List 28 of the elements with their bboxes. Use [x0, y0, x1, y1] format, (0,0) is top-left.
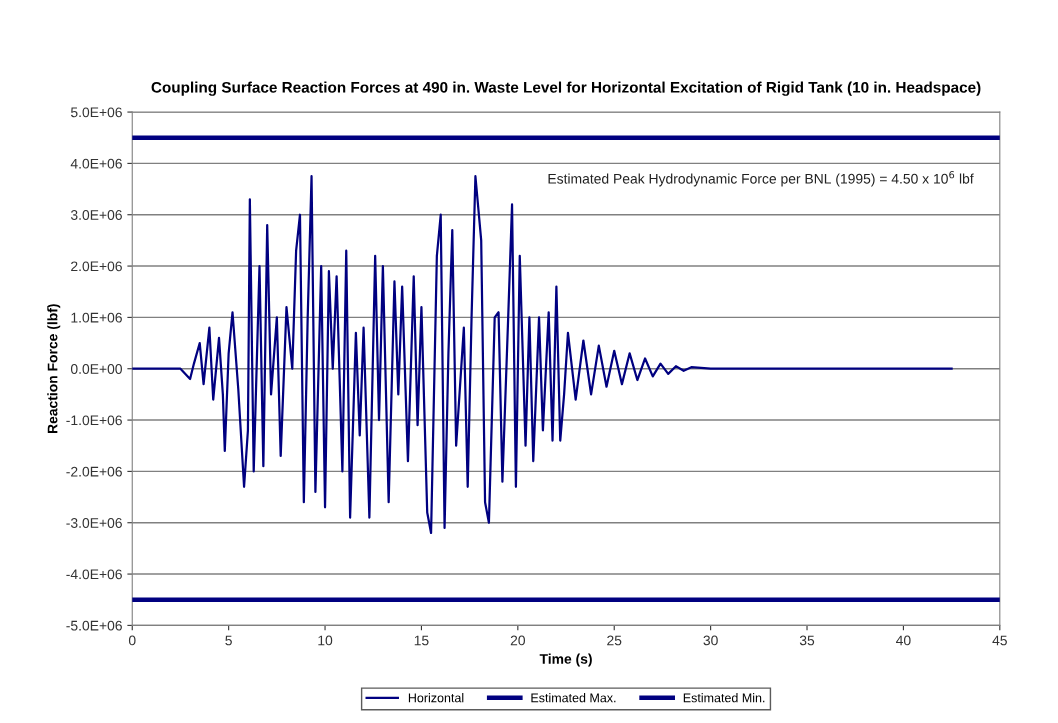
y-tick-label: 3.0E+06: [70, 210, 122, 220]
y-tick-label: 0.0E+00: [70, 364, 122, 374]
chart-title: Coupling Surface Reaction Forces at 490 in. Waste Level for Horizontal Excitation of Rigid Tank (10 in. Headspace): [151, 81, 981, 96]
legend-label: Estimated Max.: [531, 693, 616, 703]
y-tick-label: 4.0E+06: [70, 158, 122, 169]
annotation: Estimated Peak Hydrodynamic Force per BNL (1995) = 4.50 x 10$^{6}$ lbf: [548, 171, 974, 187]
x-tick-label: 20: [510, 635, 526, 646]
x-tick-label: 30: [703, 635, 718, 646]
legend-label: Estimated Min.: [683, 693, 765, 703]
y-tick-label: -4.0E+06: [66, 569, 122, 580]
y-tick-label: -1.0E+06: [66, 415, 122, 426]
y-tick-label: 1.0E+06: [71, 312, 122, 323]
y-axis-title: Reaction Force (lbf): [47, 304, 61, 433]
x-tick-label: 15: [414, 635, 429, 646]
y-tick-label: 2.0E+06: [71, 261, 122, 272]
x-axis-title: Time (s): [539, 653, 592, 667]
x-tick-label: 5: [225, 635, 232, 646]
y-tick-label: -2.0E+06: [66, 466, 122, 477]
x-tick-label: 25: [607, 635, 622, 646]
x-tick-label: 45: [992, 635, 1007, 646]
y-tick-label: -5.0E+06: [66, 620, 122, 631]
x-tick-label: 0: [128, 635, 136, 646]
x-tick-label: 40: [896, 635, 911, 646]
legend-label: Horizontal: [408, 693, 464, 703]
x-tick-label: 35: [799, 635, 815, 646]
y-tick-label: -3.0E+06: [66, 518, 122, 528]
y-tick-label: 5.0E+06: [70, 107, 122, 118]
x-tick-label: 10: [318, 635, 333, 646]
